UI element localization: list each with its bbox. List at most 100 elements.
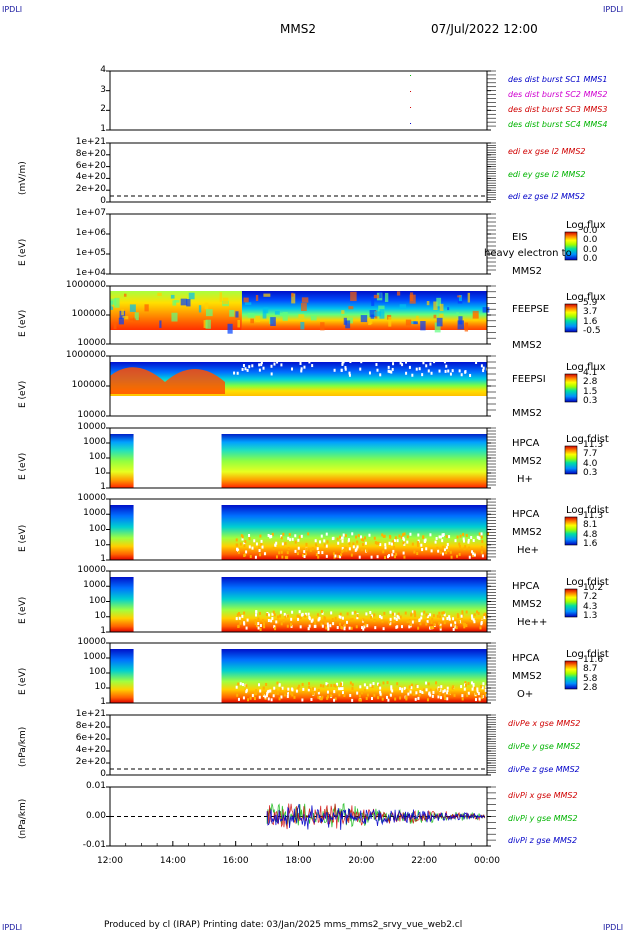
spectrogram-gap: [447, 369, 450, 373]
spectrogram-cell: [186, 299, 191, 307]
spectrogram-speckle: [432, 626, 435, 630]
spectrogram-gap: [401, 363, 404, 367]
spectrogram-gap: [376, 368, 379, 372]
spectrogram-speckle: [417, 626, 420, 630]
spectrogram-speckle: [276, 615, 279, 619]
spectrogram-speckle: [290, 624, 293, 628]
colorbar-value: 2.8: [583, 377, 598, 388]
spectrogram-speckle: [449, 550, 452, 554]
spectrogram-speckle: [283, 612, 286, 616]
spectrogram-speckle: [308, 682, 311, 686]
spectrogram-cell: [263, 307, 269, 314]
spectrogram-speckle: [374, 541, 377, 545]
spectrogram-speckle: [457, 615, 460, 619]
spectrogram-speckle: [278, 551, 281, 555]
spectrogram-speckle: [298, 535, 301, 539]
y-tick-label: 10000: [77, 493, 106, 503]
colorbar-value: 5.9: [583, 298, 598, 308]
spectrogram-cell: [416, 315, 419, 323]
spectrogram-gap: [368, 371, 371, 375]
spectrogram-speckle: [441, 539, 444, 543]
spectrogram-speckle: [311, 547, 314, 551]
spectrogram-speckle: [355, 535, 358, 539]
y-axis-label: E (eV): [18, 524, 28, 552]
spectrogram-speckle: [386, 681, 389, 685]
spectrogram-speckle: [381, 619, 384, 623]
datetime-label: 07/Jul/2022 12:00: [431, 22, 538, 36]
spectrogram-speckle: [258, 695, 261, 699]
spectrogram-speckle: [436, 546, 439, 550]
spectrogram-speckle: [237, 682, 240, 686]
y-tick-label: 1000: [83, 652, 106, 662]
spectrogram-speckle: [259, 689, 262, 693]
spectrogram-speckle: [360, 537, 363, 541]
spectrogram-speckle: [396, 625, 399, 629]
spectrogram-speckle: [297, 617, 300, 621]
spectrogram-cell: [270, 317, 276, 327]
spectrogram-speckle: [264, 695, 267, 699]
spectrogram-speckle: [358, 694, 361, 698]
spectrogram-gap: [342, 360, 345, 364]
spectrogram-early: [110, 434, 134, 488]
spectrogram-speckle: [248, 537, 251, 541]
spectrogram-speckle: [267, 619, 270, 623]
spectrogram-speckle: [356, 616, 359, 620]
spectrogram-speckle: [317, 551, 320, 555]
spectrogram-cell: [263, 293, 271, 297]
y-tick-label: 100: [88, 523, 106, 534]
spectrogram-speckle: [286, 694, 289, 698]
spectrogram-gap: [280, 363, 283, 367]
spectrogram-early: [110, 577, 134, 632]
spectrogram-cell: [436, 317, 443, 327]
spectrogram-speckle: [276, 691, 279, 695]
spectrogram-speckle: [359, 685, 362, 689]
spectrogram-cell: [426, 301, 430, 306]
spectrogram-speckle: [425, 688, 428, 692]
spectrogram-speckle: [284, 555, 287, 559]
spectrogram-speckle: [336, 537, 339, 541]
spectrogram-speckle: [411, 683, 414, 687]
spectrogram-gap: [299, 361, 302, 365]
colorbar-value: 1.3: [583, 611, 598, 621]
spectrogram-cell: [237, 319, 241, 328]
spectrogram-speckle: [318, 617, 321, 621]
spectrogram-gap: [482, 366, 485, 370]
spectrogram-speckle: [321, 695, 324, 699]
series-3: [266, 803, 485, 830]
y-tick-label: 0.00: [85, 810, 106, 821]
spectrogram-cell: [172, 300, 177, 306]
spectrogram-speckle: [376, 555, 379, 559]
y-axis-label: (nPa/km): [18, 798, 28, 839]
spectrogram-speckle: [304, 614, 307, 618]
instrument-label: HPCA: [512, 653, 540, 664]
y-tick-label: 2e+20: [75, 757, 106, 767]
spectrogram-gap: [344, 367, 347, 371]
spectrogram-speckle: [473, 613, 476, 617]
spectrogram-speckle: [426, 698, 429, 702]
spectrogram-speckle: [465, 610, 468, 614]
spectrogram-speckle: [467, 691, 470, 695]
spectrogram-speckle: [472, 539, 475, 543]
spectrogram-speckle: [343, 627, 346, 631]
spectrogram-speckle: [462, 532, 465, 536]
spectrogram-speckle: [294, 549, 297, 553]
spectrogram-speckle: [341, 626, 344, 630]
spectrogram-speckle: [254, 619, 257, 623]
y-axis-label: (nPa/km): [18, 726, 28, 767]
spectrogram-speckle: [255, 689, 258, 693]
spectrogram-gap: [405, 360, 408, 364]
spectrogram-speckle: [259, 534, 262, 538]
spectrogram-speckle: [320, 534, 323, 538]
spectrogram-cell: [464, 322, 469, 332]
spectrogram-gap: [388, 370, 391, 374]
y-tick-label: 2e+20: [75, 184, 106, 195]
spectrogram-speckle: [454, 621, 457, 625]
spectrogram-speckle: [305, 547, 308, 551]
instrument-label: HPCA: [512, 581, 540, 592]
spectrogram-speckle: [260, 543, 263, 547]
spectrogram-speckle: [308, 685, 311, 689]
spectrogram-speckle: [420, 543, 423, 547]
spectrogram-gap: [375, 363, 378, 367]
spectrogram-speckle: [441, 611, 444, 615]
spectrogram-gap: [449, 372, 452, 376]
